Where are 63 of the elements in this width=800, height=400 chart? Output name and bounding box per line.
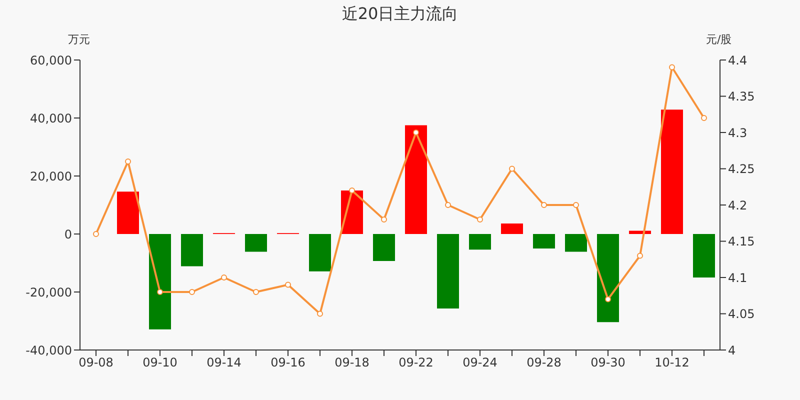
- y2-tick-label: 4.25: [728, 162, 755, 176]
- point: [605, 296, 611, 302]
- x-tick-label: 10-12: [654, 356, 690, 370]
- point: [573, 202, 579, 208]
- y2-tick-label: 4.1: [728, 270, 748, 285]
- bar: [149, 234, 171, 330]
- point: [317, 310, 323, 317]
- point: [253, 289, 259, 295]
- y-tick-label: 20,000: [30, 169, 72, 184]
- y2-tick-label: 4.05: [728, 307, 755, 322]
- point: [413, 130, 419, 136]
- x-tick-label: 09-08: [78, 356, 114, 370]
- y2-tick-label: 4.15: [728, 234, 755, 249]
- point: [285, 282, 291, 288]
- point: [445, 202, 451, 208]
- y-tick-label: 0: [64, 227, 72, 242]
- x-tick-label: 09-18: [334, 356, 370, 370]
- x-tick-label: 09-22: [398, 356, 434, 370]
- y2-tick-label: 4.35: [728, 90, 755, 104]
- y2-axis-title: 元/股: [706, 32, 732, 47]
- chart-title: 近20日主力流向: [340, 4, 460, 25]
- x-tick-label: 09-24: [462, 356, 498, 370]
- point: [125, 158, 131, 164]
- bar: [437, 234, 459, 309]
- x-tick-label: 09-30: [590, 356, 626, 370]
- point: [381, 216, 387, 222]
- x-tick-label: 09-10: [142, 356, 178, 370]
- bar: [245, 234, 267, 252]
- y-tick-label: -20,000: [26, 285, 72, 300]
- bar: [405, 125, 427, 234]
- y-tick-label: -40,000: [26, 343, 72, 358]
- bar: [181, 234, 203, 266]
- x-tick-label: 09-28: [526, 356, 562, 370]
- point: [93, 231, 99, 237]
- point: [221, 274, 227, 280]
- bar: [501, 224, 523, 234]
- y-axis-title: 万元: [68, 32, 90, 47]
- x-tick-label: 09-14: [206, 356, 242, 370]
- bar: [533, 234, 555, 248]
- point: [477, 216, 483, 222]
- y2-tick-label: 4.3: [728, 126, 748, 140]
- point: [157, 289, 163, 295]
- point: [189, 289, 195, 295]
- bar: [117, 192, 139, 234]
- point: [701, 115, 707, 121]
- point: [669, 64, 675, 70]
- point: [637, 252, 643, 259]
- bar: [661, 110, 683, 234]
- bar: [597, 234, 619, 322]
- point: [541, 202, 547, 208]
- bar: [469, 234, 491, 250]
- y-tick-label: 60,000: [30, 53, 72, 68]
- bar: [693, 234, 715, 278]
- point: [349, 188, 355, 194]
- y-tick-label: 40,000: [30, 111, 72, 126]
- x-tick-label: 09-16: [270, 356, 306, 370]
- point: [509, 166, 515, 172]
- y2-tick-label: 4: [728, 343, 736, 358]
- y2-tick-label: 4.2: [728, 198, 748, 212]
- y2-tick-label: 4.4: [728, 53, 748, 68]
- bar: [565, 234, 587, 252]
- bar: [309, 234, 331, 272]
- bar: [373, 234, 395, 261]
